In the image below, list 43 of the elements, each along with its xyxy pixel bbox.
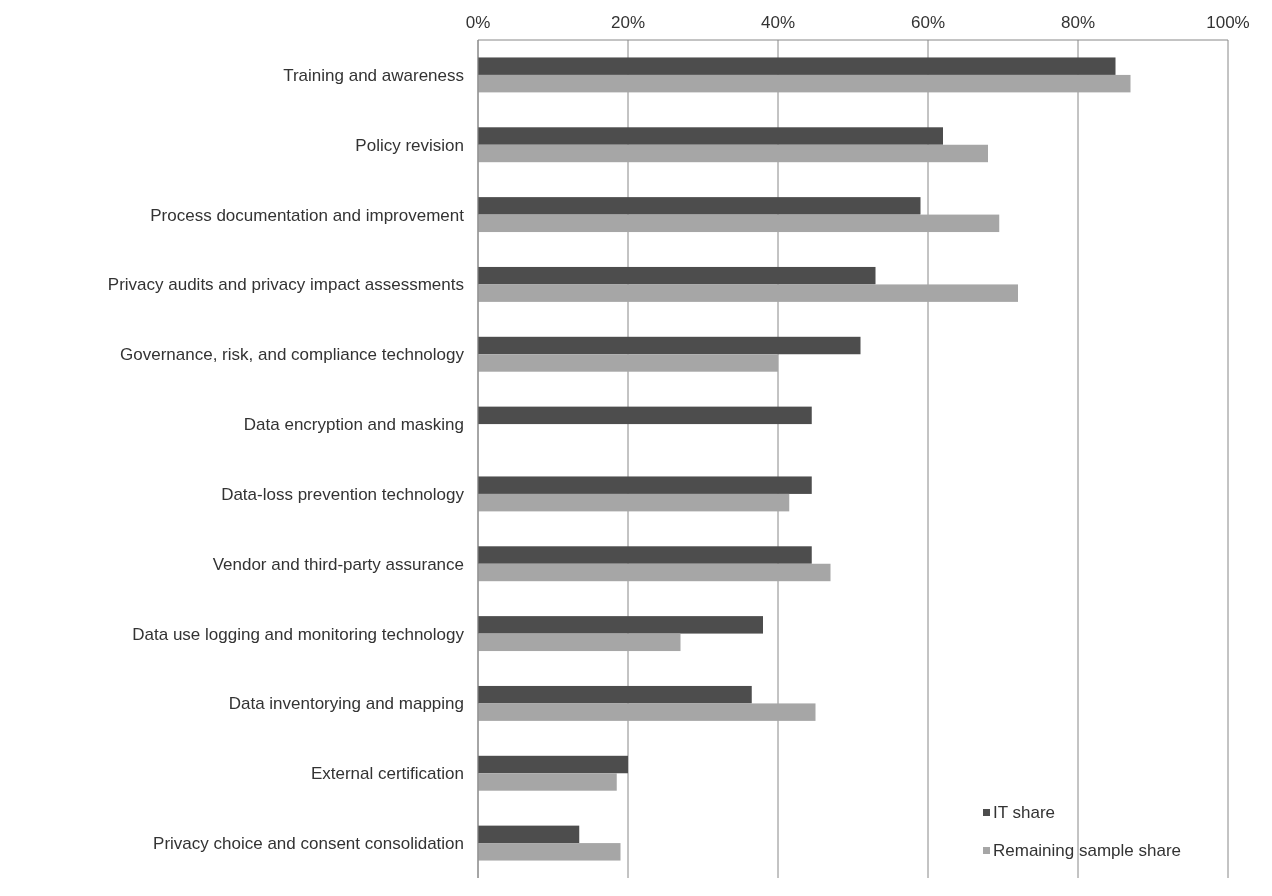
legend-label: IT share [993,803,1056,822]
y-tick-label: Data use logging and monitoring technology [132,624,465,644]
bar [478,616,763,634]
y-tick-label: Privacy choice and consent consolidation [153,834,464,854]
x-tick-label: 40% [760,13,796,32]
y-tick-label: Policy revision [355,135,464,155]
bar [478,843,621,861]
x-tick-label: 100% [1206,13,1250,32]
bar [478,825,580,844]
bar [478,563,831,582]
y-tick-label: Governance, risk, and compliance technology [120,345,465,365]
bar [478,57,1116,75]
y-tick-label: Data inventorying and mapping [228,694,464,714]
bar [478,493,790,512]
x-tick-label: 20% [610,13,646,32]
bar [478,755,628,774]
bar [478,685,752,704]
x-tick-label: 0% [465,13,491,32]
bar [478,336,861,355]
y-tick-label: Privacy audits and privacy impact assessments [107,275,464,295]
bar [478,197,921,215]
y-tick-label: Vendor and third-party assurance [212,554,464,574]
y-tick-label: Training and awareness [283,65,464,85]
y-tick-label: Process documentation and improvement [150,205,465,225]
bar [478,144,988,163]
bar [478,406,812,425]
bar [478,703,816,721]
bar [478,354,778,372]
bar [478,633,681,652]
bar [478,284,1018,302]
bar [478,214,1000,233]
bar [478,773,617,791]
bar [478,546,812,564]
bar [478,127,943,145]
bar [478,476,812,494]
y-tick-label: Data-loss prevention technology [221,484,465,504]
y-tick-label: External certification [310,764,464,784]
legend-label: Remaining sample share [993,841,1182,860]
bar [478,74,1131,93]
x-tick-label: 60% [910,13,946,32]
x-tick-label: 80% [1060,13,1096,32]
bar [478,266,876,285]
y-tick-label: Data encryption and masking [243,415,464,435]
